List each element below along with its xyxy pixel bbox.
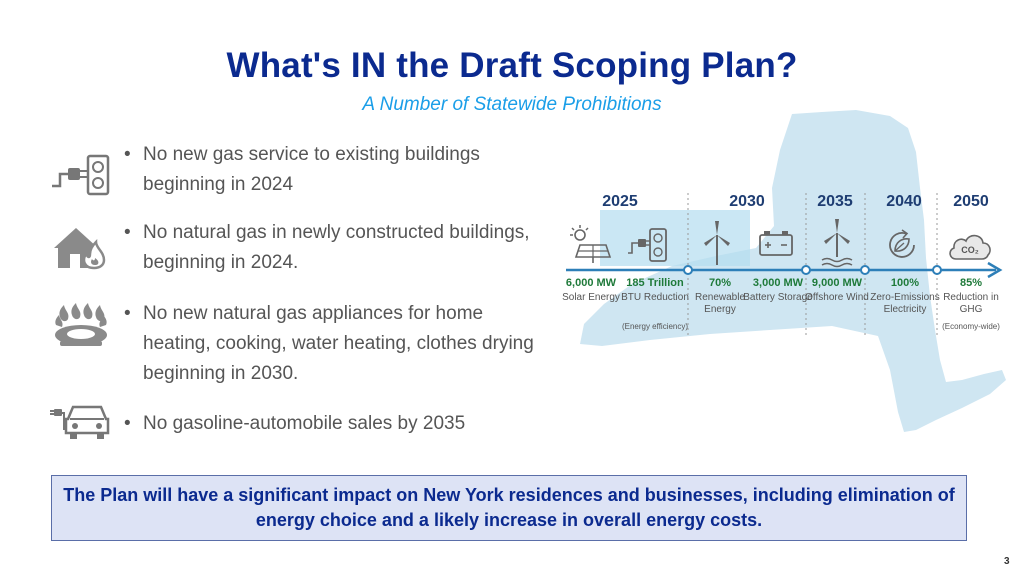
milestone-label: Offshore Wind: [805, 292, 869, 303]
milestone-value: 9,000 MW: [811, 277, 863, 289]
gas-burner-icon: [55, 303, 107, 346]
bullet-marker: •: [124, 144, 131, 165]
milestone-value: 100%: [890, 277, 920, 289]
milestone-label: Battery Storage: [743, 292, 813, 303]
bullet-text: No gasoline-automobile sales by 2035: [143, 413, 466, 434]
outlet-plug-icon: [52, 154, 110, 196]
battery-icon: [759, 231, 793, 256]
offshore-wind-icon: [821, 219, 853, 268]
leaf-cycle-icon: [889, 229, 915, 258]
milestone-value: 6,000 MW: [565, 277, 617, 289]
milestone-label: Solar Energy: [562, 292, 620, 303]
timeline-marker: [860, 265, 870, 275]
co2-cloud-icon: CO₂: [949, 234, 991, 260]
slide-subtitle: A Number of Statewide Prohibitions: [362, 94, 662, 115]
milestone-label: BTU Reduction: [621, 292, 689, 303]
timeline-marker: [932, 265, 942, 275]
bullet-marker: •: [124, 413, 131, 434]
bullet-text: No new natural gas appliances for home h…: [143, 303, 534, 384]
milestone-value: 185 Trillion: [626, 277, 684, 289]
page-number: 3: [1004, 556, 1010, 567]
timeline-year: 2035: [817, 193, 853, 210]
slide-title: What's IN the Draft Scoping Plan?: [226, 46, 798, 85]
timeline-year: 2030: [729, 193, 765, 210]
wind-turbine-icon: [704, 221, 730, 265]
timeline-year: 2040: [886, 193, 922, 210]
bullet-marker: •: [124, 303, 131, 324]
milestone-label: Renewable Energy: [694, 292, 746, 315]
milestone-note: (Energy efficiency): [621, 322, 689, 331]
milestone-value: 3,000 MW: [752, 277, 804, 289]
milestone-note: (Economy-wide): [942, 322, 1000, 331]
milestone-value: 85%: [959, 277, 983, 289]
outlet-icon: [628, 228, 667, 262]
timeline-year: 2050: [953, 193, 989, 210]
timeline-marker: [683, 265, 693, 275]
timeline-axis: [566, 193, 1003, 335]
callout-text: The Plan will have a significant impact …: [63, 485, 955, 530]
milestone-label: Reduction in GHG: [943, 292, 999, 315]
energy-goals-timeline: 2025 2030 2035 2040 2050 6,000 MW Solar Energy…: [560, 185, 1010, 345]
electric-car-icon: [50, 405, 110, 439]
solar-panel-icon: [570, 225, 612, 263]
bullet-text: No natural gas in newly constructed buil…: [143, 222, 530, 273]
bullet-text: No new gas service to existing buildings…: [143, 144, 480, 195]
bullet-marker: •: [124, 222, 131, 243]
milestone-value: 70%: [708, 277, 732, 289]
timeline-year: 2025: [602, 193, 638, 210]
milestone-label: Zero-Emissions Electricity: [870, 292, 940, 315]
timeline-marker: [801, 265, 811, 275]
house-flame-icon: [54, 228, 106, 270]
impact-callout: The Plan will have a significant impact …: [51, 475, 967, 541]
co2-label: CO₂: [961, 245, 979, 255]
